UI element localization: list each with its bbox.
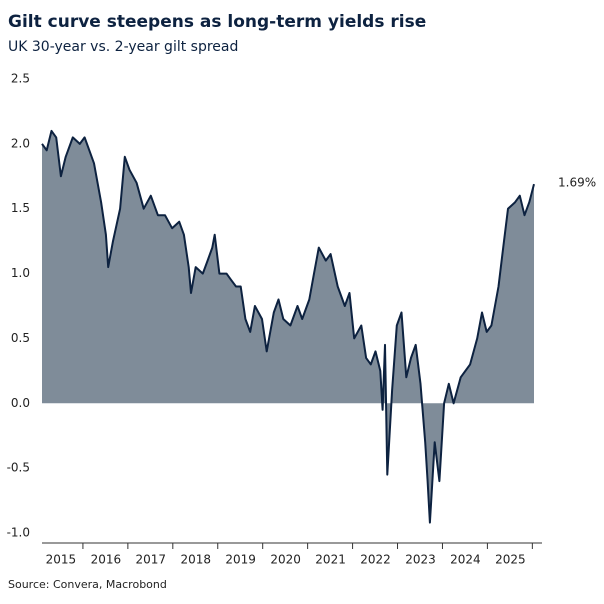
y-tick-label: 0.5 xyxy=(11,331,30,345)
y-tick-label: 1.0 xyxy=(11,266,30,280)
x-tick-label: 2025 xyxy=(495,553,526,567)
line xyxy=(41,129,535,524)
x-tick-label: 2015 xyxy=(46,553,77,567)
x-tick-label: 2020 xyxy=(270,553,301,567)
x-tick-label: 2018 xyxy=(180,553,211,567)
x-tick-label: 2016 xyxy=(91,553,122,567)
x-tick-label: 2024 xyxy=(450,553,481,567)
chart-subtitle: UK 30-year vs. 2-year gilt spread xyxy=(8,39,238,55)
source: Source: Convera, Macrobond xyxy=(8,578,167,591)
chart-title: Gilt curve steepens as long-term yields … xyxy=(8,12,426,32)
x-tick-label: 2017 xyxy=(136,553,167,567)
y-tick-label: 0.0 xyxy=(11,396,30,410)
end-label: 1.69% xyxy=(558,176,596,190)
x-tick-label: 2023 xyxy=(405,553,436,567)
x-tick-label: 2019 xyxy=(225,553,256,567)
y-tick-label: -0.5 xyxy=(7,461,30,475)
y-tick-label: 2.0 xyxy=(11,136,30,150)
y-tick-label: 2.5 xyxy=(11,72,30,86)
x-tick-label: 2022 xyxy=(360,553,391,567)
area xyxy=(42,130,534,523)
y-tick-label: 1.5 xyxy=(11,201,30,215)
y-tick-label: -1.0 xyxy=(7,526,30,540)
x-tick-label: 2021 xyxy=(315,553,346,567)
